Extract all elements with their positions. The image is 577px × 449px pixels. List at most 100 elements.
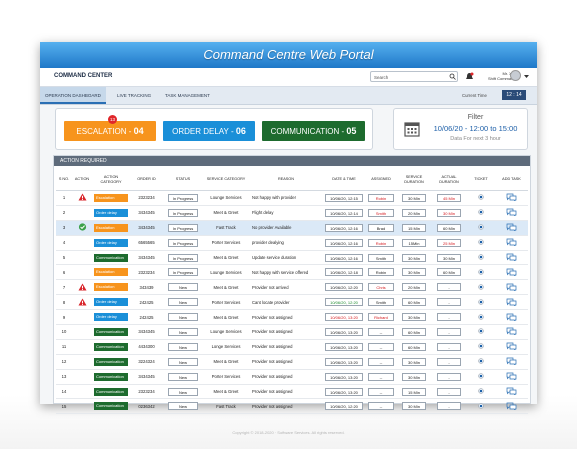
add-task-button[interactable] (506, 387, 517, 396)
service-duration-cell: 60 Min (397, 294, 431, 311)
add-task-button[interactable] (506, 238, 517, 247)
assigned[interactable]: Smith (368, 208, 394, 217)
column-header: SERVICE CATEGORY (203, 169, 249, 191)
assigned[interactable]: Smith (368, 298, 394, 307)
ticket-button[interactable] (478, 343, 484, 350)
summary-card[interactable]: ORDER DELAY - 06 (163, 121, 255, 141)
add-task-button[interactable] (506, 402, 517, 411)
date-time: 10/06/20, 12:20 (325, 283, 363, 292)
service-duration: 15 Min (402, 223, 426, 232)
nav-tab[interactable]: LIVE TRACKING (117, 93, 152, 98)
ticket-button[interactable] (478, 328, 484, 335)
assigned[interactable]: Smith (368, 253, 394, 262)
notification-icon[interactable] (465, 72, 474, 81)
service-duration: 30 Min (402, 357, 426, 366)
reason: Cant locate provider (249, 294, 323, 311)
add-task-button[interactable] (506, 223, 517, 232)
status-cell: New (163, 279, 203, 296)
assigned[interactable]: -- (368, 387, 394, 396)
ticket-button[interactable] (478, 254, 484, 260)
order-id: 343439 (130, 279, 163, 296)
ticket-button[interactable] (478, 388, 484, 394)
ticket-cell (467, 220, 495, 236)
ticket-button[interactable] (478, 269, 484, 275)
service-category: Lounge Services (203, 324, 249, 340)
date-time: 10/06/20, 12:16 (325, 253, 363, 262)
actual-duration-cell: - (431, 339, 467, 355)
actual-duration: 60 Min (437, 268, 461, 277)
service-duration-cell: 30 Min (397, 398, 431, 415)
search-icon[interactable] (449, 73, 456, 80)
avatar[interactable] (510, 70, 521, 81)
status-box: New (168, 327, 198, 336)
add-task-button[interactable] (506, 253, 517, 262)
assigned[interactable]: Robin (368, 238, 394, 247)
filter-panel[interactable]: Filter 10/06/20 - 12:00 to 15:00 Data Fo… (393, 108, 528, 150)
service-duration-cell: 15 Min (397, 220, 431, 236)
assigned[interactable]: Chris (368, 283, 394, 292)
add-task-button[interactable] (506, 193, 517, 202)
ticket-button[interactable] (478, 239, 484, 245)
reason: Provider not assigned (249, 369, 323, 385)
assigned[interactable]: Robin (368, 268, 394, 277)
column-header: STATUS (163, 169, 203, 191)
add-task-button[interactable] (506, 357, 517, 366)
search-box[interactable]: Search (370, 71, 458, 82)
assigned[interactable]: -- (368, 327, 394, 336)
category-cell: Order delay (92, 235, 130, 251)
add-task-button[interactable] (506, 327, 517, 336)
summary-card[interactable]: COMMUNICATION - 05 (262, 121, 365, 141)
add-task-button[interactable] (506, 298, 517, 307)
ticket-button[interactable] (478, 403, 484, 409)
banner-title: Command Centre Web Portal (40, 42, 537, 68)
action-category: Escalation (94, 268, 128, 277)
date-time: 10/06/20, 12:14 (325, 208, 363, 217)
ticket-button[interactable] (478, 224, 484, 230)
status-cell: In Progress (163, 190, 203, 206)
add-task-button[interactable] (506, 268, 517, 277)
assigned[interactable]: Richard (368, 313, 394, 322)
add-task-button[interactable] (506, 313, 517, 322)
status-box: New (168, 298, 198, 307)
assigned[interactable]: Brad (368, 223, 394, 232)
action-cell (72, 235, 92, 251)
date-cell: 10/06/20, 13:20 (323, 354, 365, 370)
ticket-button[interactable] (478, 298, 484, 305)
ticket-cell (467, 339, 495, 355)
date-cell: 10/06/20, 12:16 (323, 235, 365, 251)
assigned[interactable]: -- (368, 402, 394, 411)
ticket-button[interactable] (478, 313, 484, 320)
assigned-cell: Smith (365, 205, 397, 221)
add-task-button[interactable] (506, 283, 517, 292)
add-task-cell (495, 279, 528, 296)
assigned[interactable]: Robin (368, 193, 394, 202)
dropdown-caret[interactable] (524, 75, 529, 79)
column-header: ORDER ID (130, 169, 163, 191)
card-count: 05 (346, 126, 357, 136)
add-task-cell (495, 205, 528, 221)
nav-tab[interactable]: TASK MANAGEMENT (165, 93, 210, 98)
nav-tab[interactable]: OPERATION DASHBOARD (40, 87, 106, 104)
date-time: 10/06/20, 13:20 (325, 387, 363, 396)
ticket-button[interactable] (478, 373, 484, 379)
service-category: Meet & Greet (203, 354, 249, 370)
actual-duration: - (437, 283, 461, 292)
assigned[interactable]: -- (368, 372, 394, 381)
table-row: 12 Communication 3224324 New Meet & Greet Pro… (56, 354, 528, 370)
add-task-button[interactable] (506, 208, 517, 217)
ticket-button[interactable] (478, 209, 484, 216)
service-category: Fast Track (203, 398, 249, 415)
assigned[interactable]: -- (368, 342, 394, 351)
ticket-button[interactable] (478, 194, 484, 201)
add-task-button[interactable] (506, 372, 517, 381)
service-category: Porter Services (203, 369, 249, 385)
add-task-button[interactable] (506, 342, 517, 351)
status-cell: New (163, 384, 203, 400)
top-nav: COMMAND CENTER Search Mr. XYZShift Comma… (40, 68, 537, 87)
summary-card[interactable]: ESCALATION - 04 13 (64, 115, 156, 141)
ticket-button[interactable] (478, 284, 484, 290)
status-cell: In Progress (163, 220, 203, 236)
ticket-button[interactable] (478, 358, 484, 364)
assigned[interactable]: -- (368, 357, 394, 366)
serial-number: 12 (56, 354, 72, 370)
